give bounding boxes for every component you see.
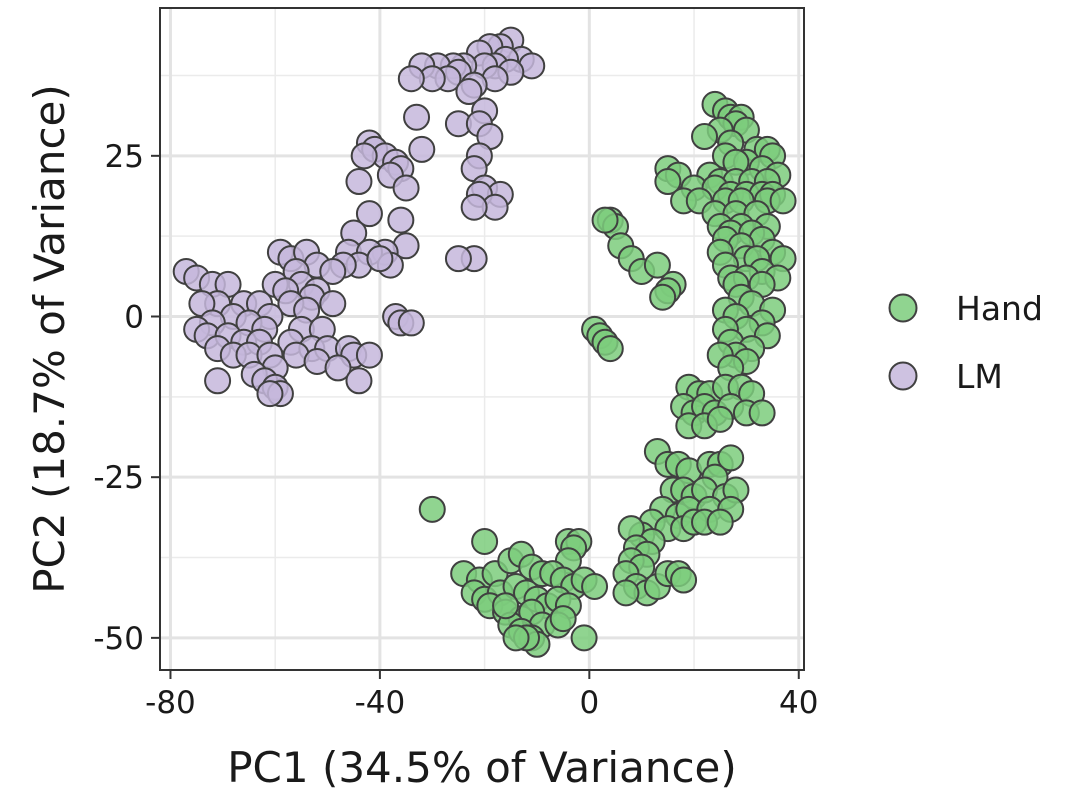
legend-key-lm <box>888 361 918 391</box>
data-point-lm <box>204 367 232 395</box>
y-tick-label: 0 <box>124 300 144 336</box>
data-point-hand <box>418 495 446 523</box>
data-point-lm <box>355 341 383 369</box>
data-point-hand <box>570 624 598 652</box>
data-point-lm <box>455 78 483 106</box>
ticks-layer: -80 -40 0 40 -50 -25 0 25 <box>93 139 818 721</box>
data-point-lm <box>460 193 488 221</box>
plot-border <box>159 7 805 671</box>
x-tick-label: -80 <box>145 685 196 721</box>
y-tick-label: 25 <box>105 139 144 175</box>
data-point-lm <box>355 200 383 228</box>
x-tick-label: 0 <box>579 685 599 721</box>
data-point-hand <box>769 187 797 215</box>
data-point-hand <box>471 527 499 555</box>
data-point-lm <box>408 135 436 163</box>
legend: Hand LM <box>888 289 1043 396</box>
data-point-hand <box>596 335 624 363</box>
data-point-hand <box>581 572 609 600</box>
data-point-lm <box>319 258 347 286</box>
legend-label-lm: LM <box>956 357 1003 396</box>
data-point-hand <box>717 444 745 472</box>
data-point-lm <box>397 309 425 337</box>
data-point-hand <box>612 579 640 607</box>
data-point-lm <box>345 367 373 395</box>
x-axis-title: PC1 (34.5% of Variance) <box>227 743 737 792</box>
data-point-hand <box>549 605 577 633</box>
data-point-hand <box>649 283 677 311</box>
data-point-lm <box>366 245 394 273</box>
legend-key-hand <box>888 293 918 323</box>
data-point-lm <box>387 206 415 234</box>
data-point-lm <box>345 168 373 196</box>
data-point-hand <box>670 566 698 594</box>
data-point-hand <box>691 123 719 151</box>
data-point-lm <box>392 174 420 202</box>
data-point-hand <box>643 251 671 279</box>
data-point-lm <box>403 103 431 131</box>
data-point-lm <box>319 290 347 318</box>
data-point-hand <box>748 399 776 427</box>
x-tick-label: -40 <box>355 685 406 721</box>
x-tick-label: 40 <box>779 685 818 721</box>
data-point-hand <box>492 592 520 620</box>
data-point-hand <box>502 624 530 652</box>
data-point-lm <box>256 380 284 408</box>
data-point-hand <box>706 405 734 433</box>
data-point-lm <box>324 354 352 382</box>
legend-label-hand: Hand <box>956 289 1043 328</box>
data-point-lm <box>397 65 425 93</box>
data-point-hand <box>654 168 682 196</box>
data-point-lm <box>444 245 472 273</box>
y-tick-label: -25 <box>93 460 144 496</box>
y-tick-label: -50 <box>93 621 144 657</box>
y-axis-title: PC2 (18.7% of Variance) <box>25 84 74 594</box>
points-layer <box>172 26 797 658</box>
data-point-hand <box>706 508 734 536</box>
data-point-hand <box>591 206 619 234</box>
data-point-lm <box>350 142 378 170</box>
